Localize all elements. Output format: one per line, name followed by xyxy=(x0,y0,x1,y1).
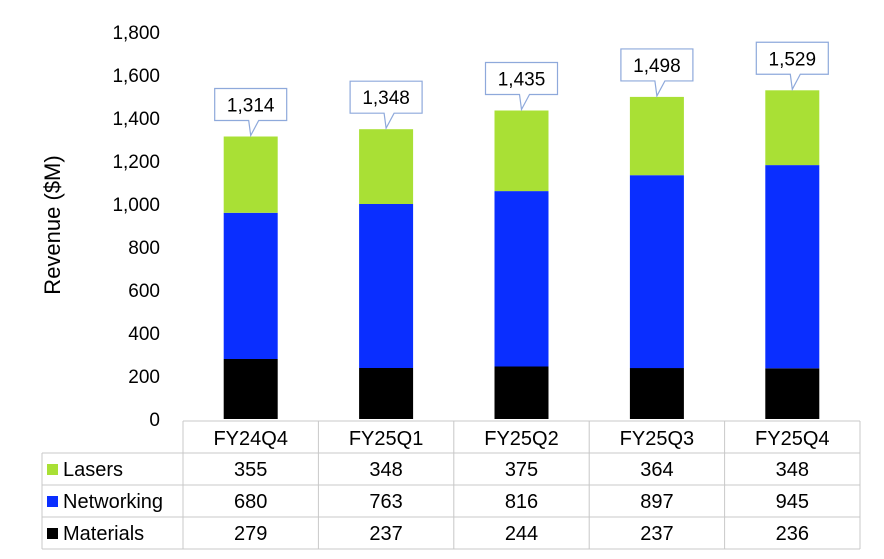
y-tick-label: 1,200 xyxy=(112,152,160,173)
table-cell-value: 348 xyxy=(776,459,809,481)
table-cell-value: 375 xyxy=(505,459,538,481)
total-callout-box xyxy=(214,87,288,138)
y-tick-label: 600 xyxy=(128,281,160,302)
y-axis-ticks: 0 200 400 600 800 1,000 1,200 1,400 1,600 1,800 xyxy=(112,23,160,431)
bar-segment-lasers xyxy=(765,90,820,166)
x-category-label: FY25Q3 xyxy=(620,428,694,450)
table-cell-value: 897 xyxy=(640,491,673,513)
legend-key-lasers xyxy=(47,464,58,475)
y-tick-label: 200 xyxy=(128,367,160,388)
bar-segment-materials xyxy=(629,368,684,419)
table-cell-value: 763 xyxy=(369,491,402,513)
x-category-label: FY25Q2 xyxy=(484,428,558,450)
bar-segment-materials xyxy=(494,366,549,419)
table-cell-value: 680 xyxy=(234,491,267,513)
table-cell-value: 237 xyxy=(369,523,402,545)
total-callout-box xyxy=(620,48,694,98)
legend-entry-lasers: Lasers xyxy=(63,459,123,481)
y-tick-label: 1,000 xyxy=(112,195,160,216)
legend-key-networking xyxy=(47,496,58,507)
bar-segment-materials xyxy=(223,359,278,419)
bar-segment-lasers xyxy=(494,110,549,192)
y-tick-label: 0 xyxy=(149,410,160,431)
table-cell-value: 236 xyxy=(776,523,809,545)
bar-segment-networking xyxy=(494,191,549,367)
bar-segment-lasers xyxy=(359,129,414,204)
legend-entry-networking: Networking xyxy=(63,491,163,513)
y-tick-label: 1,800 xyxy=(112,23,160,44)
bar-segment-lasers xyxy=(629,96,684,176)
legend-entry-materials: Materials xyxy=(63,523,144,545)
bar-segment-networking xyxy=(223,212,278,359)
table-cell-value: 945 xyxy=(776,491,809,513)
bar-segment-materials xyxy=(765,368,820,419)
x-category-label: FY24Q4 xyxy=(213,428,287,450)
total-callout-box xyxy=(349,80,423,131)
y-tick-label: 1,400 xyxy=(112,109,160,130)
total-value-label: 1,314 xyxy=(227,95,275,116)
table-cell-value: 364 xyxy=(640,459,673,481)
total-callout-box xyxy=(755,41,829,92)
total-callouts: 1,314 1,348 1,435 1,498 1,529 xyxy=(214,41,829,138)
total-value-label: 1,348 xyxy=(362,88,410,109)
x-category-label: FY25Q4 xyxy=(755,428,829,450)
table-cell-value: 816 xyxy=(505,491,538,513)
data-table: FY24Q4 FY25Q1 FY25Q2 FY25Q3 FY25Q4 Lasers 355 3… xyxy=(41,420,861,550)
bar-segment-lasers xyxy=(223,136,278,213)
total-value-label: 1,498 xyxy=(633,56,681,77)
total-callout-box xyxy=(484,61,559,112)
total-value-label: 1,529 xyxy=(769,49,817,70)
legend-key-materials xyxy=(47,528,58,539)
table-cell-value: 279 xyxy=(234,523,267,545)
y-tick-label: 400 xyxy=(128,324,160,345)
table-cell-value: 244 xyxy=(505,523,538,545)
y-axis-label: Revenue ($M) xyxy=(40,155,65,294)
total-value-label: 1,435 xyxy=(498,69,546,90)
table-cell-value: 355 xyxy=(234,459,267,481)
y-tick-label: 800 xyxy=(128,238,160,259)
table-cell-value: 348 xyxy=(369,459,402,481)
y-tick-label: 1,600 xyxy=(112,66,160,87)
bar-segment-networking xyxy=(765,165,820,369)
bar-segment-networking xyxy=(359,204,414,368)
bar-segment-networking xyxy=(629,175,684,369)
table-cell-value: 237 xyxy=(640,523,673,545)
x-category-label: FY25Q1 xyxy=(349,428,423,450)
bars xyxy=(223,90,820,419)
bar-segment-materials xyxy=(359,368,414,419)
